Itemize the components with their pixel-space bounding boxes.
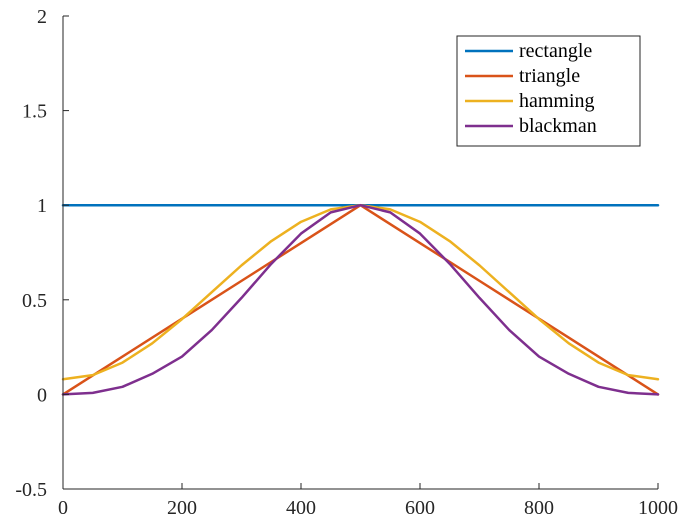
x-tick-label: 200: [167, 497, 197, 519]
legend-label-triangle: triangle: [519, 65, 580, 87]
x-tick-label: 0: [58, 497, 68, 519]
y-tick-label: 0.5: [22, 290, 47, 312]
legend-label-blackman: blackman: [519, 115, 597, 137]
x-tick-label: 400: [286, 497, 316, 519]
x-tick-label: 600: [405, 497, 435, 519]
legend-label-hamming: hamming: [519, 90, 595, 112]
plot-lines: [61, 203, 660, 396]
legend-box: [456, 35, 641, 147]
y-tick-label: 0: [37, 384, 47, 406]
series-line-hamming: [61, 203, 660, 381]
x-tick-label: 800: [524, 497, 554, 519]
legend-label-rectangle: rectangle: [519, 40, 592, 62]
y-tick-label: 1: [37, 195, 47, 217]
series-line-blackman: [61, 203, 660, 396]
y-tick-label: 2: [37, 6, 47, 28]
x-tick-label: 1000: [638, 497, 678, 519]
legend: rectangle triangle hamming blackman: [456, 35, 641, 147]
series-line-triangle: [61, 203, 660, 396]
axes: 0 200 400 600 800 1000 -0.5 0 0.5 1 1.5 2: [15, 6, 678, 519]
y-tick-label: -0.5: [15, 479, 47, 501]
y-tick-label: 1.5: [22, 101, 47, 123]
